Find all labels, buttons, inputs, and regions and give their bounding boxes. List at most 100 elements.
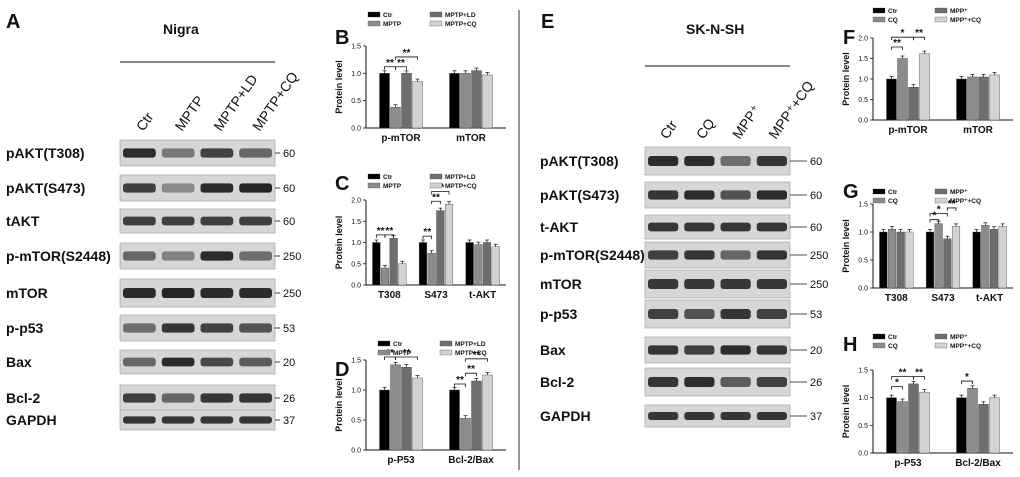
y-tick-label: 1.5 [858, 56, 868, 63]
significance-bracket [929, 219, 940, 223]
bar [972, 231, 981, 289]
blot-band [648, 190, 679, 200]
significance-marker: ** [467, 364, 475, 375]
mw-label: 250 [283, 251, 301, 263]
y-tick-label: 1.0 [858, 77, 868, 84]
y-tick-label: 0.0 [858, 451, 868, 458]
significance-marker: * [937, 205, 941, 216]
significance-bracket [913, 36, 925, 41]
bar [482, 242, 492, 286]
blot-band [720, 412, 751, 420]
blot-row-label: p-mTOR(S2448) [6, 248, 111, 264]
mw-label: 250 [810, 250, 828, 262]
significance-marker: ** [915, 28, 923, 39]
y-axis-label: Protein level [334, 378, 344, 432]
x-category-label: t-AKT [469, 290, 496, 301]
blot-band [239, 216, 272, 226]
blot-band [756, 412, 787, 420]
blot-band [161, 216, 195, 226]
lane-label: MPTP [171, 93, 206, 134]
blot-band [123, 393, 156, 403]
blot-band [239, 287, 272, 299]
bar [482, 374, 493, 451]
bar [379, 73, 390, 129]
mw-label: 60 [283, 216, 295, 228]
blot-band [684, 250, 715, 260]
mw-label: 20 [283, 357, 295, 369]
bar [427, 252, 436, 286]
blot-band [684, 412, 715, 420]
bar [372, 242, 381, 286]
panel-label-A: A [6, 11, 20, 33]
x-category-label: Bcl-2/Bax [448, 455, 494, 466]
legend-label: Ctr [888, 8, 898, 15]
blot-band [161, 148, 195, 158]
legend-swatch [367, 173, 381, 180]
significance-bracket [913, 376, 925, 380]
lane-label: Ctr [656, 117, 680, 142]
significance-marker: ** [403, 348, 411, 359]
x-category-label: S473 [424, 290, 448, 301]
legend-swatch [872, 7, 886, 14]
bar [471, 380, 482, 451]
blot-band [123, 357, 156, 367]
significance-bracket [929, 213, 948, 217]
bar [956, 78, 967, 121]
blot-band [239, 323, 272, 333]
y-tick-label: 1.5 [351, 219, 361, 226]
blot-band [648, 250, 679, 260]
significance-marker: * [895, 378, 899, 389]
blot-band [684, 345, 715, 355]
legend-label: MPP⁺ [950, 8, 968, 15]
chart-panel-C: C 0.0 0.5 1.0 1.5 2.0 Protein level T308 S473 t-A… [334, 173, 506, 301]
significance-marker: ** [456, 375, 464, 386]
blot-band [648, 345, 679, 355]
bar [389, 238, 398, 286]
significance-marker: ** [385, 226, 393, 237]
legend-swatch [439, 340, 453, 347]
blot-band [756, 308, 787, 320]
blot-band [161, 416, 195, 424]
y-tick-label: 0.0 [351, 126, 361, 133]
blot-band [200, 287, 234, 299]
significance-marker: ** [899, 368, 907, 379]
panel-label-C: C [335, 173, 349, 195]
y-tick-label: 1.5 [858, 202, 868, 209]
panel-label-G: G [843, 181, 859, 203]
y-tick-label: 0.5 [858, 423, 868, 430]
significance-bracket [395, 356, 418, 360]
mw-label: 60 [810, 156, 822, 168]
y-tick-label: 1.0 [351, 71, 361, 78]
legend-swatch [934, 342, 948, 349]
x-category-label: t-AKT [976, 293, 1003, 304]
significance-bracket [431, 200, 441, 205]
blot-band [161, 393, 195, 403]
x-category-label: Bcl-2/Bax [955, 458, 1001, 469]
blot-band [200, 148, 234, 158]
legend-label: MPTP+CQ [445, 21, 477, 28]
blot-band [648, 155, 679, 167]
x-category-label: p-mTOR [381, 133, 421, 144]
mw-label: 26 [810, 377, 822, 389]
y-tick-label: 0.0 [351, 283, 361, 290]
blot-band [200, 416, 234, 424]
bar [908, 86, 919, 121]
significance-bracket [431, 191, 450, 195]
blot-band [123, 416, 156, 424]
blot-band [200, 323, 234, 333]
legend-swatch [872, 342, 886, 349]
legend-label: Ctr [888, 334, 898, 341]
blot-band [200, 216, 234, 226]
blot-band [648, 412, 679, 420]
bar [956, 397, 967, 454]
blot-band [684, 278, 715, 290]
blot-band [239, 148, 272, 158]
legend-swatch [934, 7, 948, 14]
blot-band [756, 345, 787, 355]
blot-row-label: p-p53 [540, 306, 578, 322]
blot-band [200, 357, 234, 367]
significance-bracket [395, 56, 418, 60]
mw-label: 60 [283, 183, 295, 195]
bar [449, 389, 460, 451]
